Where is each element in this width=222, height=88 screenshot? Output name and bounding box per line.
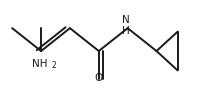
Text: NH: NH bbox=[32, 59, 48, 69]
Text: H: H bbox=[122, 26, 130, 36]
Text: 2: 2 bbox=[52, 61, 56, 70]
Text: N: N bbox=[122, 15, 130, 25]
Text: O: O bbox=[95, 73, 103, 83]
